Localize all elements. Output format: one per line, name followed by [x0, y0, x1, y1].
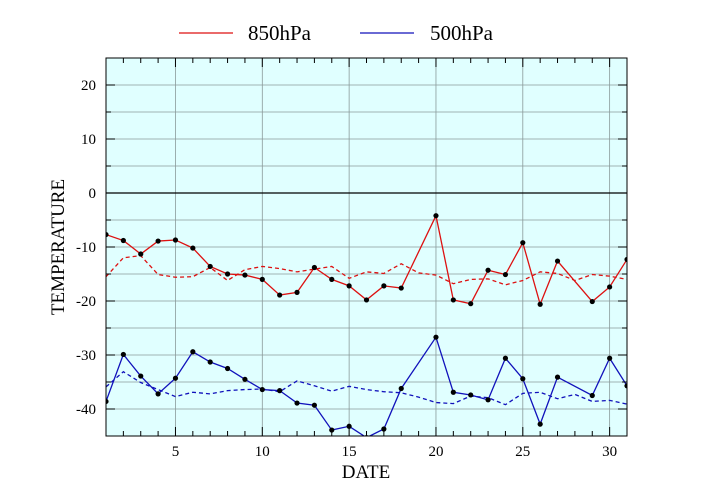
- data-point-850hpa: [468, 301, 474, 307]
- data-point-850hpa: [450, 297, 456, 303]
- data-point-500hpa: [294, 400, 300, 406]
- data-point-850hpa: [520, 240, 526, 246]
- data-point-500hpa: [242, 376, 248, 382]
- data-point-500hpa: [537, 421, 543, 427]
- y-tick-label: -30: [76, 348, 96, 364]
- data-point-500hpa: [468, 392, 474, 398]
- legend-label-850hpa: 850hPa: [248, 21, 312, 45]
- x-tick-label: 5: [172, 444, 180, 460]
- data-point-500hpa: [329, 427, 335, 433]
- data-point-850hpa: [259, 276, 265, 282]
- data-point-850hpa: [589, 298, 595, 305]
- data-point-500hpa: [172, 375, 179, 381]
- data-point-500hpa: [398, 385, 404, 392]
- series-layer: [106, 213, 627, 436]
- x-tick-label: 10: [255, 444, 270, 460]
- y-tick-label: -20: [76, 294, 96, 310]
- data-point-500hpa: [554, 374, 561, 380]
- x-tick-label: 15: [342, 444, 357, 460]
- data-point-500hpa: [485, 397, 491, 403]
- data-point-500hpa: [155, 391, 161, 397]
- data-point-850hpa: [190, 245, 196, 251]
- y-tick-label: 10: [81, 132, 96, 148]
- x-tick-label: 25: [515, 444, 530, 460]
- data-point-850hpa: [329, 276, 335, 282]
- data-point-500hpa: [106, 398, 109, 405]
- data-point-500hpa: [450, 389, 456, 395]
- y-tick-label: 0: [89, 186, 97, 202]
- y-axis-title: TEMPERATURE: [48, 179, 69, 315]
- data-point-500hpa: [589, 392, 595, 399]
- data-point-850hpa: [502, 271, 509, 278]
- data-point-850hpa: [224, 271, 231, 277]
- data-point-500hpa: [120, 351, 126, 358]
- data-point-850hpa: [311, 264, 317, 271]
- y-tick-label: -10: [76, 240, 96, 256]
- data-point-850hpa: [242, 272, 248, 278]
- data-point-850hpa: [537, 301, 543, 307]
- data-point-500hpa: [224, 365, 231, 372]
- data-point-850hpa: [106, 231, 109, 238]
- data-point-850hpa: [346, 283, 352, 289]
- legend: 850hPa 500hPa: [179, 21, 494, 45]
- data-point-850hpa: [485, 267, 491, 273]
- data-point-850hpa: [172, 237, 179, 243]
- data-point-500hpa: [520, 376, 526, 382]
- data-point-500hpa: [277, 388, 283, 394]
- series-line-850hpa-normal: [106, 254, 627, 286]
- data-point-850hpa: [207, 263, 213, 270]
- y-tick-label: 20: [81, 78, 96, 94]
- data-point-850hpa: [120, 237, 126, 244]
- data-point-850hpa: [433, 213, 439, 219]
- data-point-850hpa: [381, 283, 387, 289]
- data-point-500hpa: [190, 349, 196, 355]
- data-point-850hpa: [138, 251, 144, 257]
- data-point-500hpa: [433, 334, 439, 340]
- x-axis-title: DATE: [342, 462, 391, 483]
- data-point-850hpa: [607, 284, 613, 290]
- data-point-500hpa: [502, 355, 509, 361]
- data-point-500hpa: [381, 426, 387, 432]
- data-point-500hpa: [138, 373, 144, 379]
- data-point-500hpa: [311, 402, 317, 408]
- data-point-850hpa: [277, 292, 283, 298]
- data-point-850hpa: [554, 258, 561, 264]
- data-point-850hpa: [294, 289, 300, 295]
- series-line-500hpa-normal: [106, 370, 627, 406]
- data-point-850hpa: [624, 256, 627, 263]
- ticks: -40 -30 -20 -10 0 10 20 5 10 15 20 25 30: [76, 57, 628, 460]
- y-tick-label: -40: [76, 402, 96, 418]
- data-point-850hpa: [155, 238, 161, 244]
- data-point-850hpa: [398, 285, 404, 291]
- data-point-500hpa: [607, 355, 613, 361]
- data-point-500hpa: [346, 423, 352, 429]
- x-tick-label: 30: [602, 444, 617, 460]
- data-point-500hpa: [207, 359, 213, 365]
- legend-label-500hpa: 500hPa: [430, 21, 494, 45]
- data-point-500hpa: [624, 383, 627, 389]
- data-point-500hpa: [259, 386, 265, 393]
- x-tick-label: 20: [428, 444, 443, 460]
- data-point-850hpa: [363, 297, 370, 303]
